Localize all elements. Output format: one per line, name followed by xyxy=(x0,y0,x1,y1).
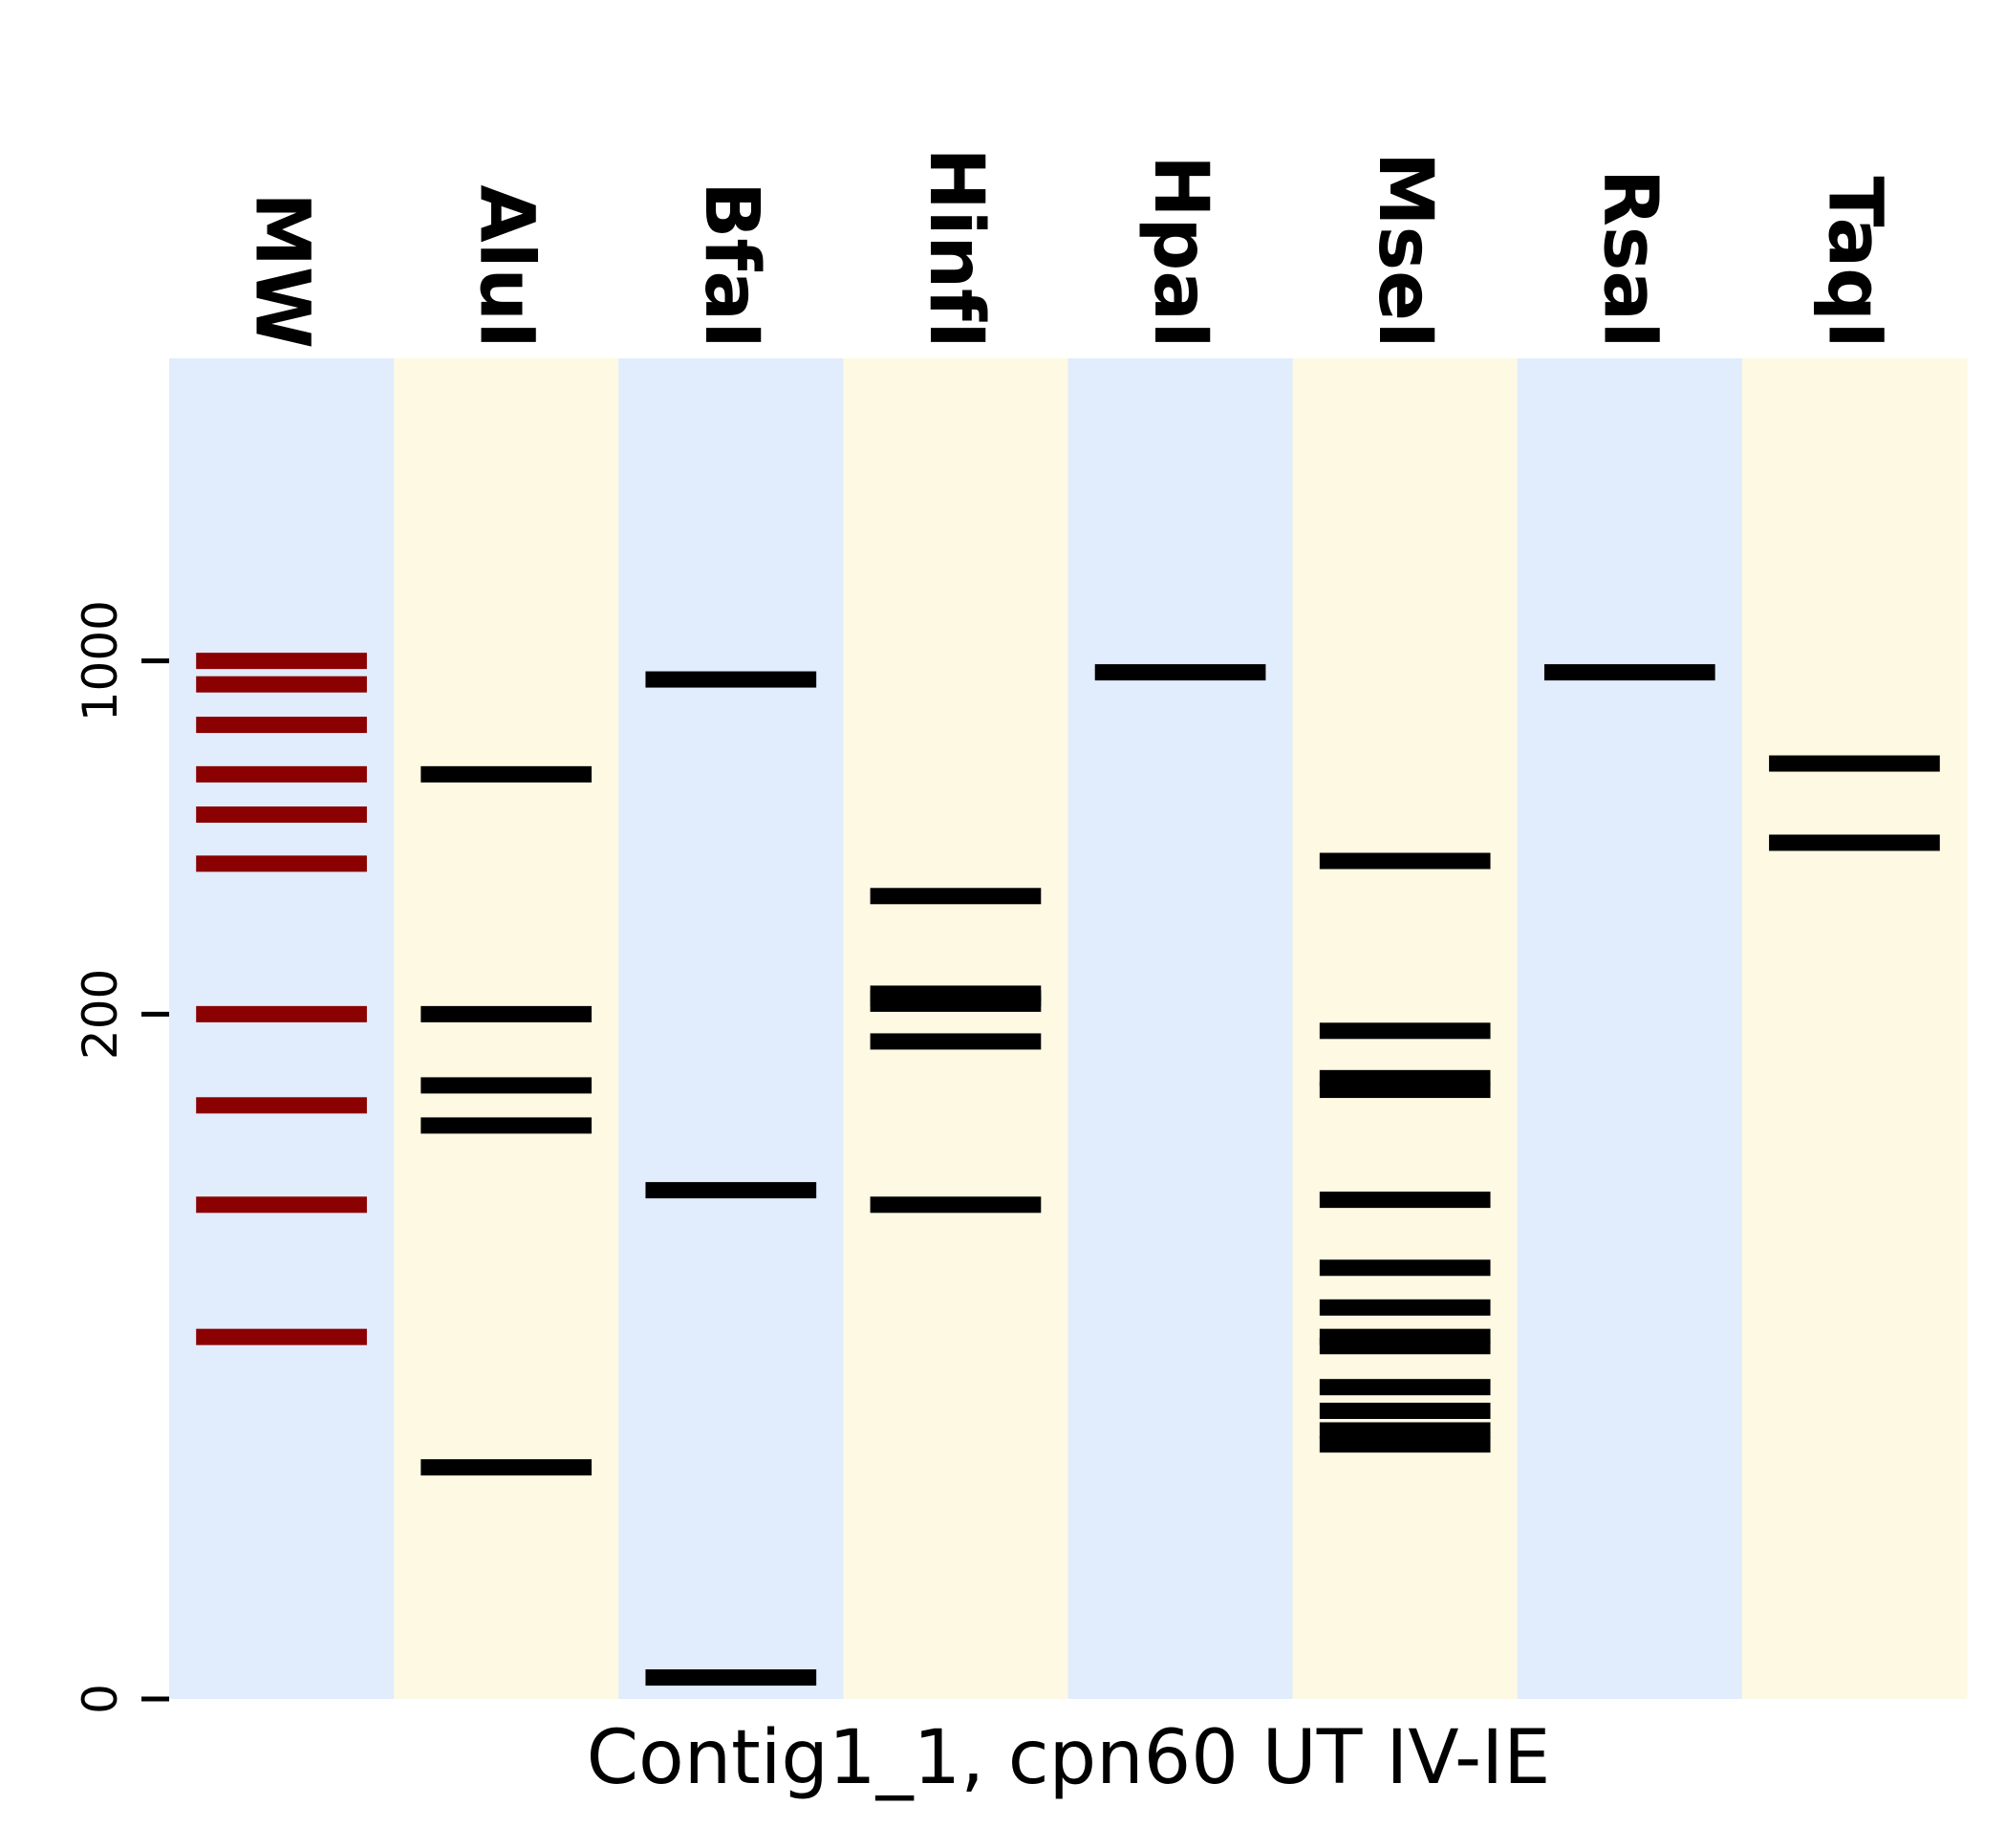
band-msei-4 xyxy=(1319,1192,1491,1209)
lane-taqi xyxy=(1741,358,1968,1699)
lane-hpai xyxy=(1067,358,1294,1699)
lane-backgrounds xyxy=(169,358,1968,1699)
band-alui-4 xyxy=(420,1459,593,1476)
band-msei-0 xyxy=(1319,852,1491,870)
band-alui-1 xyxy=(420,1005,593,1022)
band-mw-3 xyxy=(196,765,367,783)
band-mw-5 xyxy=(196,855,367,872)
band-msei-9 xyxy=(1319,1379,1491,1396)
band-msei-6 xyxy=(1319,1299,1491,1316)
band-bfai-0 xyxy=(645,1669,817,1687)
lane-hinfi xyxy=(843,358,1068,1699)
y-tick-label-0: 0 xyxy=(73,1684,128,1714)
band-bfai-1 xyxy=(645,671,817,688)
lane-label-bfai: BfaI xyxy=(688,182,774,349)
lane-label-rsai: RsaI xyxy=(1586,169,1672,349)
band-msei-11 xyxy=(1319,1422,1491,1439)
band-mw-9 xyxy=(196,1328,367,1345)
lane-label-taqi: TaqI xyxy=(1811,176,1897,349)
lane-labels: MW AluI BfaI HinfI HpaI MseI RsaI TaqI xyxy=(239,147,1898,349)
lane-label-hpai: HpaI xyxy=(1137,155,1223,349)
lane-bfai xyxy=(618,358,844,1699)
band-msei-5 xyxy=(1319,1259,1491,1277)
band-rsai-0 xyxy=(1543,664,1715,681)
band-msei-12 xyxy=(1319,1436,1491,1453)
bands xyxy=(196,653,1940,1687)
band-mw-4 xyxy=(196,806,367,823)
band-mw-2 xyxy=(196,717,367,734)
lane-label-msei: MseI xyxy=(1362,152,1448,349)
lane-label-hinfi: HinfI xyxy=(913,147,999,349)
band-msei-3 xyxy=(1319,1082,1491,1099)
band-hinfi-5 xyxy=(870,1196,1042,1214)
band-msei-10 xyxy=(1319,1402,1491,1419)
band-alui-0 xyxy=(420,765,593,783)
band-mw-7 xyxy=(196,1097,367,1114)
band-hinfi-3 xyxy=(870,995,1042,1012)
y-axis: 1000 200 0 xyxy=(73,600,169,1714)
lane-rsai xyxy=(1517,358,1743,1699)
band-hpai-0 xyxy=(1094,664,1266,681)
lane-mw xyxy=(169,358,395,1699)
band-alui-2 xyxy=(420,1077,593,1094)
band-mw-1 xyxy=(196,676,367,693)
band-msei-1 xyxy=(1319,1022,1491,1040)
band-taqi-1 xyxy=(1769,834,1940,851)
band-mw-6 xyxy=(196,1005,367,1022)
x-axis-title: Contig1_1, cpn60 UT IV-IE xyxy=(587,1715,1551,1801)
band-msei-8 xyxy=(1319,1338,1491,1355)
band-hinfi-4 xyxy=(870,1033,1042,1050)
band-bfai-2 xyxy=(645,1182,817,1199)
band-mw-0 xyxy=(196,653,367,670)
band-taqi-0 xyxy=(1769,755,1940,772)
band-mw-8 xyxy=(196,1196,367,1214)
y-tick-label-200: 200 xyxy=(73,969,128,1060)
y-tick-label-1000: 1000 xyxy=(73,600,128,721)
band-alui-3 xyxy=(420,1117,593,1134)
lane-label-alui: AluI xyxy=(464,184,550,349)
band-hinfi-0 xyxy=(870,888,1042,905)
lane-alui xyxy=(394,358,619,1699)
lane-label-mw: MW xyxy=(239,192,325,349)
